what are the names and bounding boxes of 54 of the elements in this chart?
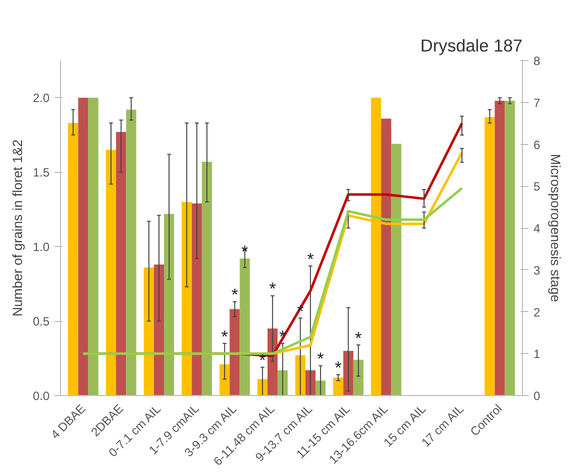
y2-tick-label: 1 <box>534 347 540 362</box>
bar <box>116 132 126 396</box>
bar <box>295 355 306 396</box>
y2-tick-label: 2 <box>534 305 540 320</box>
bar <box>192 203 202 396</box>
y-tick-label: 1.0 <box>32 240 50 254</box>
annotation: * <box>355 328 362 348</box>
bar <box>391 144 402 396</box>
bar <box>202 162 212 396</box>
y2-tick-label: 7 <box>534 96 540 110</box>
y-tick-label: 0.0 <box>32 389 50 403</box>
bar <box>68 123 78 396</box>
bar <box>333 378 344 396</box>
annotation: * <box>241 242 248 262</box>
bar <box>257 379 268 396</box>
bar <box>220 364 230 396</box>
bar <box>305 370 316 396</box>
annotation: * <box>259 350 266 370</box>
y2-tick-label: 3 <box>534 263 540 278</box>
annotation: * <box>307 248 314 269</box>
bar <box>240 258 250 396</box>
y-axis-title: Number of grains in floret 1&2 <box>10 139 25 317</box>
bar <box>182 202 192 396</box>
y2-tick-label: 8 <box>534 54 540 68</box>
y2-tick-label: 0 <box>534 389 540 403</box>
bar <box>353 360 364 396</box>
bar <box>494 100 505 396</box>
bar <box>144 267 154 396</box>
bar <box>106 150 116 396</box>
annotation: * <box>221 326 228 346</box>
annotation: * <box>231 284 238 305</box>
bar <box>484 117 495 396</box>
chart-title: Drysdale 187 <box>420 36 523 56</box>
bar <box>126 110 136 396</box>
y2-axis-title: Microsporogenesis stage <box>548 154 564 302</box>
bar <box>343 350 354 396</box>
bar <box>88 98 98 396</box>
annotation: * <box>334 358 342 378</box>
bar <box>278 370 288 396</box>
bar <box>78 98 88 396</box>
annotation: * <box>269 278 276 299</box>
bar <box>381 118 392 396</box>
annotation: * <box>317 348 324 369</box>
bar <box>164 214 174 396</box>
y-tick-label: 2.0 <box>32 91 50 106</box>
y-tick-label: 0.5 <box>32 314 50 329</box>
y2-tick-label: 6 <box>534 138 540 152</box>
y-tick-label: 1.5 <box>32 166 50 180</box>
bar <box>315 380 326 396</box>
y2-tick-label: 4 <box>534 222 540 236</box>
y2-tick-label: 5 <box>534 180 540 194</box>
bar <box>230 309 240 396</box>
bar <box>504 100 515 396</box>
bar <box>154 264 164 396</box>
